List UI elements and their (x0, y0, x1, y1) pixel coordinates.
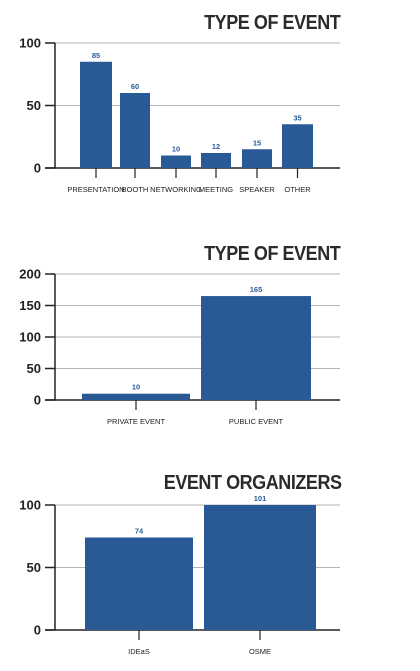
bar (201, 296, 311, 400)
y-tick-label: 50 (27, 560, 41, 575)
data-label: 10 (172, 145, 180, 154)
chart-title: TYPE OF EVENT (203, 12, 341, 34)
bar (242, 149, 272, 168)
data-label: 165 (250, 285, 263, 294)
x-tick-label: SPEAKER (239, 185, 275, 194)
bar (85, 537, 193, 630)
bar-chart-svg: 0 50 100 85 PRESENTATION 60 BOOTH 10 NETWORKING 1… (19, 36, 340, 194)
data-label: 101 (254, 494, 267, 503)
x-tick-label: PUBLIC EVENT (229, 417, 284, 426)
bar (204, 505, 316, 630)
y-tick-label: 100 (19, 498, 41, 513)
data-label: 35 (293, 113, 301, 122)
bar (80, 61, 112, 168)
y-tick-label: 100 (19, 330, 41, 345)
y-tick-label: 50 (27, 98, 41, 113)
y-tick-label: 150 (19, 298, 41, 313)
y-tick-label: 0 (34, 623, 41, 638)
chart-title: TYPE OF EVENT (203, 243, 341, 265)
chart-title: EVENT ORGANIZERS (164, 472, 342, 494)
x-tick-label: PRIVATE EVENT (107, 417, 165, 426)
bar (282, 124, 313, 168)
x-tick-label: OSME (249, 647, 271, 656)
x-tick-label: IDEaS (128, 647, 150, 656)
x-tick-label: PRESENTATION (67, 185, 124, 194)
x-tick-label: BOOTH (122, 185, 149, 194)
chart-type-of-event-1: TYPE OF EVENT 0 50 100 85 PRESENTATION 60 BOOT… (0, 0, 420, 200)
bar (161, 155, 191, 168)
x-tick-label: OTHER (284, 185, 311, 194)
y-tick-label: 50 (27, 361, 41, 376)
data-label: 10 (132, 383, 140, 392)
bar (201, 153, 231, 168)
y-tick-label: 100 (19, 36, 41, 51)
bar-chart-svg: 0 50 100 150 200 10 PRIVATE EVENT 165 PUBLIC EVE… (19, 267, 340, 426)
bar (82, 393, 190, 400)
data-label: 85 (92, 51, 100, 60)
data-label: 74 (135, 527, 144, 536)
y-tick-label: 0 (34, 161, 41, 176)
data-label: 12 (212, 142, 220, 151)
y-tick-label: 200 (19, 267, 41, 282)
x-tick-label: NETWORKING (150, 185, 202, 194)
x-tick-label: MEETING (199, 185, 233, 194)
bar (120, 93, 150, 168)
data-label: 15 (253, 138, 261, 147)
data-label: 60 (131, 82, 139, 91)
y-tick-label: 0 (34, 393, 41, 408)
chart-type-of-event-2: TYPE OF EVENT 0 50 100 150 200 10 PRIVATE EVEN… (19, 243, 341, 426)
